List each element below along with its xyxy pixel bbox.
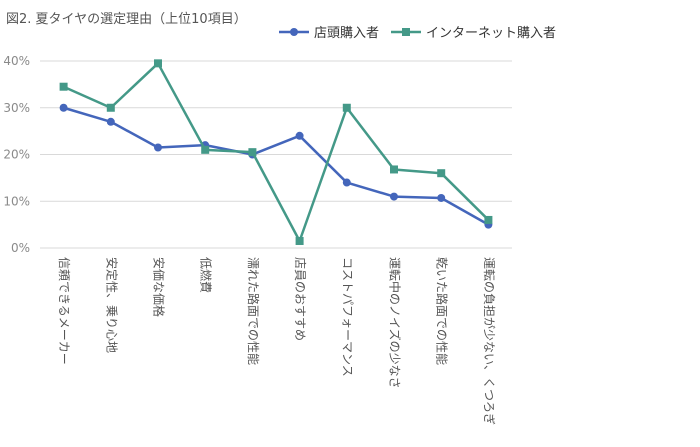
x-tick-label: コストパフォーマンス [340,257,354,377]
legend-marker-series-1 [290,28,298,36]
data-point [390,192,398,201]
data-point [342,103,351,112]
data-point [154,59,162,68]
x-tick-label: 運転中のノイズの少なさ [388,257,403,389]
data-point [106,117,115,126]
chart-title: 図2. 夏タイヤの選定理由（上位10項目） [6,12,247,27]
legend-label-series-1: 店頭購入者 [314,26,379,41]
data-point [437,169,446,178]
x-tick-label: 信頼できるメーカー [57,257,71,365]
x-tick-label: 安価な価格 [152,257,167,317]
y-axis-ticks: 0% 10% 20% 30% 40% [3,54,30,255]
series-line-1 [63,106,490,226]
data-point [154,143,162,152]
y-tick-label: 40% [3,54,30,68]
legend-entry-series-1: 店頭購入者 [279,26,379,41]
y-tick-label: 0% [11,241,30,255]
y-tick-label: 10% [3,194,30,208]
data-point [484,215,493,224]
legend-marker-series-2 [402,28,410,36]
data-point [390,165,398,174]
data-point [248,148,257,157]
data-point [106,103,115,112]
legend-label-series-2: インターネット購入者 [426,26,556,41]
y-tick-label: 20% [3,148,30,162]
legend-entry-series-2: インターネット購入者 [391,26,556,41]
x-axis-ticks: 信頼できるメーカー 安定性、乗り心地 安価な価格 低燃費 濡れた路面での性能 店員のおすす… [57,257,497,425]
x-tick-label: 店員のおすすめ [293,257,307,341]
legend: 店頭購入者 インターネット購入者 [279,26,556,41]
x-tick-label: 低燃費 [199,257,214,293]
data-point [342,178,351,187]
data-point [201,145,210,154]
gridlines [40,60,512,249]
x-tick-label: 安定性、乗り心地 [104,257,119,353]
data-point [437,193,446,202]
data-point [295,131,304,140]
data-point [59,103,68,112]
series-line-2 [63,62,490,243]
series-group [59,59,493,245]
x-tick-label: 濡れた路面での性能 [246,257,261,365]
data-point [295,236,304,245]
x-tick-label: 運転の負担が少ない、くつろぎ [482,257,497,425]
y-tick-label: 30% [3,101,30,115]
x-tick-label: 乾いた路面での性能 [435,257,450,365]
data-point [59,82,68,91]
